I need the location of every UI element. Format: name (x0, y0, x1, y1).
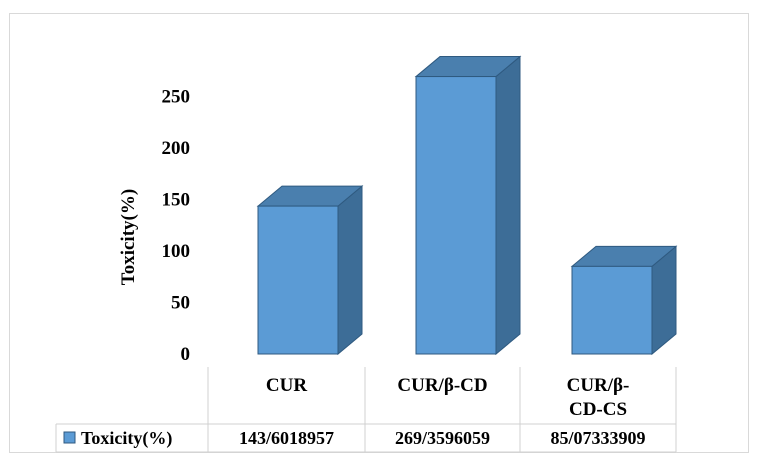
bar (570, 245, 678, 356)
table-value: 269/3596059 (395, 428, 490, 448)
legend-key (63, 431, 76, 444)
y-tick-label: 50 (171, 293, 190, 314)
category-label: CD-CS (569, 399, 627, 420)
y-axis-ticks: 0 50 100 150 200 250 (162, 87, 191, 366)
bar-side-face (495, 55, 521, 356)
category-label: CUR/β- (567, 375, 630, 396)
data-table: CUR CUR/β-CD CUR/β- CD-CS Toxicity(%) 143/601… (55, 367, 677, 453)
bar-front-face (415, 76, 497, 355)
bar-front-face (571, 265, 653, 355)
bar-side-face (337, 185, 363, 356)
y-tick-label: 200 (162, 138, 191, 159)
y-axis-title: Toxicity(%) (118, 189, 139, 285)
legend-series-name: Toxicity(%) (81, 428, 172, 449)
bar-front-face (257, 205, 339, 355)
bar (256, 185, 364, 356)
y-tick-label: 250 (162, 87, 191, 108)
bar (414, 55, 522, 356)
y-tick-label: 150 (162, 190, 191, 211)
chart-frame (9, 13, 749, 453)
y-tick-label: 0 (181, 344, 191, 365)
table-value: 85/07333909 (550, 428, 645, 448)
category-label: CUR/β-CD (397, 375, 487, 396)
bars (256, 55, 678, 356)
y-tick-label: 100 (162, 241, 191, 262)
table-value: 143/6018957 (239, 428, 334, 448)
category-label: CUR (266, 375, 307, 396)
